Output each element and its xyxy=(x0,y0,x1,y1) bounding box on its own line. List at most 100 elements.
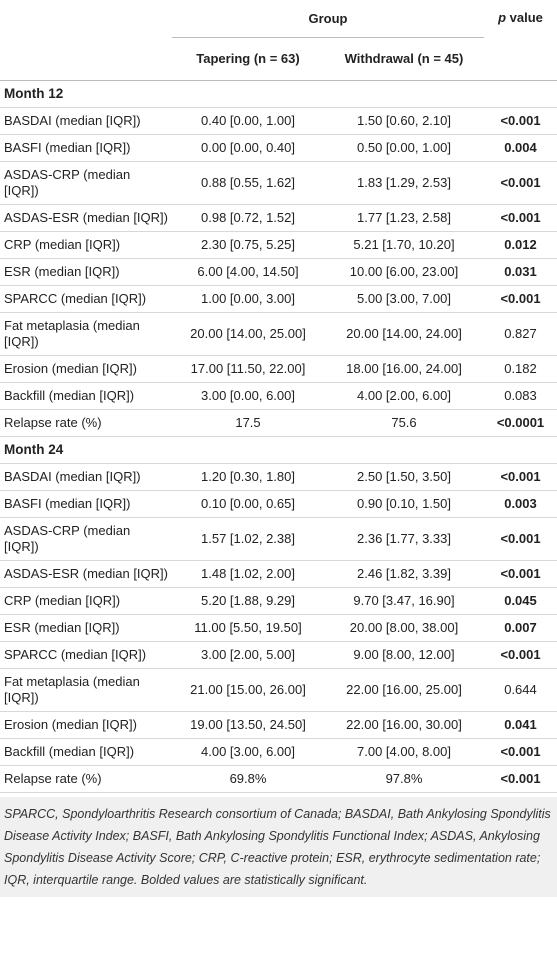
p-value: 0.644 xyxy=(484,668,557,712)
tapering-value: 1.00 [0.00, 3.00] xyxy=(172,285,324,313)
withdrawal-value: 1.50 [0.60, 2.10] xyxy=(324,107,484,135)
data-row: BASFI (median [IQR]) 0.10 [0.00, 0.65] 0.9… xyxy=(0,490,557,518)
row-label: BASFI (median [IQR]) xyxy=(0,134,172,162)
tapering-value: 17.00 [11.50, 22.00] xyxy=(172,355,324,383)
data-row: BASDAI (median [IQR]) 0.40 [0.00, 1.00] 1.… xyxy=(0,107,557,135)
row-label: SPARCC (median [IQR]) xyxy=(0,285,172,313)
p-value: <0.001 xyxy=(484,463,557,491)
row-label: CRP (median [IQR]) xyxy=(0,587,172,615)
tapering-value: 3.00 [0.00, 6.00] xyxy=(172,382,324,410)
withdrawal-value: 0.90 [0.10, 1.50] xyxy=(324,490,484,518)
tapering-value: 0.00 [0.00, 0.40] xyxy=(172,134,324,162)
tapering-value: 21.00 [15.00, 26.00] xyxy=(172,668,324,712)
withdrawal-value: 1.83 [1.29, 2.53] xyxy=(324,161,484,205)
p-value: <0.001 xyxy=(484,560,557,588)
withdrawal-value: 2.46 [1.82, 3.39] xyxy=(324,560,484,588)
withdrawal-value: 9.70 [3.47, 16.90] xyxy=(324,587,484,615)
withdrawal-value: 20.00 [8.00, 38.00] xyxy=(324,614,484,642)
withdrawal-value: 22.00 [16.00, 25.00] xyxy=(324,668,484,712)
withdrawal-value: 1.77 [1.23, 2.58] xyxy=(324,204,484,232)
p-value: <0.001 xyxy=(484,517,557,561)
section-row: Month 12 xyxy=(0,80,557,108)
data-row: Erosion (median [IQR]) 19.00 [13.50, 24.5… xyxy=(0,711,557,739)
section-title: Month 12 xyxy=(0,80,557,108)
p-value: <0.0001 xyxy=(484,409,557,437)
withdrawal-value: 97.8% xyxy=(324,765,484,793)
p-value: 0.012 xyxy=(484,231,557,259)
section-title: Month 24 xyxy=(0,436,557,464)
row-label: Relapse rate (%) xyxy=(0,409,172,437)
data-row: CRP (median [IQR]) 5.20 [1.88, 9.29] 9.70 … xyxy=(0,587,557,615)
data-row: Fat metaplasia (median [IQR]) 20.00 [14.0… xyxy=(0,312,557,356)
data-row: CRP (median [IQR]) 2.30 [0.75, 5.25] 5.21 … xyxy=(0,231,557,259)
data-table: Group p value Tapering (n = 63) Withdraw… xyxy=(0,0,557,793)
header-row: Tapering (n = 63) Withdrawal (n = 45) xyxy=(0,37,557,81)
row-label: ASDAS-ESR (median [IQR]) xyxy=(0,560,172,588)
withdrawal-value: 75.6 xyxy=(324,409,484,437)
data-row: Relapse rate (%) 69.8% 97.8% <0.001 xyxy=(0,765,557,793)
row-label: ESR (median [IQR]) xyxy=(0,258,172,286)
withdrawal-value: 18.00 [16.00, 24.00] xyxy=(324,355,484,383)
p-value: <0.001 xyxy=(484,765,557,793)
data-row: ASDAS-CRP (median [IQR]) 1.57 [1.02, 2.38… xyxy=(0,517,557,561)
tapering-value: 6.00 [4.00, 14.50] xyxy=(172,258,324,286)
row-label: SPARCC (median [IQR]) xyxy=(0,641,172,669)
header-row: Group p value xyxy=(0,0,557,81)
row-label: Fat metaplasia (median [IQR]) xyxy=(0,668,172,712)
withdrawal-value: 2.50 [1.50, 3.50] xyxy=(324,463,484,491)
row-label: BASDAI (median [IQR]) xyxy=(0,107,172,135)
p-header: p value xyxy=(484,0,557,81)
data-row: ASDAS-CRP (median [IQR]) 0.88 [0.55, 1.62… xyxy=(0,161,557,205)
withdrawal-value: 2.36 [1.77, 3.33] xyxy=(324,517,484,561)
data-row: BASFI (median [IQR]) 0.00 [0.00, 0.40] 0.5… xyxy=(0,134,557,162)
row-label: ESR (median [IQR]) xyxy=(0,614,172,642)
data-row: Erosion (median [IQR]) 17.00 [11.50, 22.0… xyxy=(0,355,557,383)
row-label: ASDAS-CRP (median [IQR]) xyxy=(0,161,172,205)
tapering-value: 11.00 [5.50, 19.50] xyxy=(172,614,324,642)
withdrawal-value: 7.00 [4.00, 8.00] xyxy=(324,738,484,766)
data-row: ASDAS-ESR (median [IQR]) 1.48 [1.02, 2.00… xyxy=(0,560,557,588)
empty-header xyxy=(0,0,172,38)
tapering-header: Tapering (n = 63) xyxy=(172,37,324,81)
table-body: Month 12 BASDAI (median [IQR]) 0.40 [0.00,… xyxy=(0,80,557,793)
p-value: <0.001 xyxy=(484,738,557,766)
withdrawal-value: 10.00 [6.00, 23.00] xyxy=(324,258,484,286)
empty-header xyxy=(0,37,172,81)
section-row: Month 24 xyxy=(0,436,557,464)
tapering-value: 1.48 [1.02, 2.00] xyxy=(172,560,324,588)
withdrawal-value: 22.00 [16.00, 30.00] xyxy=(324,711,484,739)
tapering-value: 0.10 [0.00, 0.65] xyxy=(172,490,324,518)
p-value: <0.001 xyxy=(484,161,557,205)
tapering-value: 0.40 [0.00, 1.00] xyxy=(172,107,324,135)
data-row: Relapse rate (%) 17.5 75.6 <0.0001 xyxy=(0,409,557,437)
row-label: Backfill (median [IQR]) xyxy=(0,738,172,766)
withdrawal-value: 5.21 [1.70, 10.20] xyxy=(324,231,484,259)
withdrawal-value: 0.50 [0.00, 1.00] xyxy=(324,134,484,162)
row-label: CRP (median [IQR]) xyxy=(0,231,172,259)
data-row: SPARCC (median [IQR]) 1.00 [0.00, 3.00] 5.… xyxy=(0,285,557,313)
withdrawal-header: Withdrawal (n = 45) xyxy=(324,37,484,81)
p-value: 0.003 xyxy=(484,490,557,518)
tapering-value: 3.00 [2.00, 5.00] xyxy=(172,641,324,669)
row-label: ASDAS-ESR (median [IQR]) xyxy=(0,204,172,232)
row-label: BASFI (median [IQR]) xyxy=(0,490,172,518)
withdrawal-value: 9.00 [8.00, 12.00] xyxy=(324,641,484,669)
tapering-value: 17.5 xyxy=(172,409,324,437)
p-rest: value xyxy=(509,10,543,25)
tapering-value: 19.00 [13.50, 24.50] xyxy=(172,711,324,739)
row-label: BASDAI (median [IQR]) xyxy=(0,463,172,491)
row-label: Erosion (median [IQR]) xyxy=(0,355,172,383)
tapering-value: 2.30 [0.75, 5.25] xyxy=(172,231,324,259)
data-row: ESR (median [IQR]) 11.00 [5.50, 19.50] 20.… xyxy=(0,614,557,642)
p-value: <0.001 xyxy=(484,285,557,313)
withdrawal-value: 20.00 [14.00, 24.00] xyxy=(324,312,484,356)
tapering-value: 20.00 [14.00, 25.00] xyxy=(172,312,324,356)
tapering-value: 1.20 [0.30, 1.80] xyxy=(172,463,324,491)
row-label: Relapse rate (%) xyxy=(0,765,172,793)
p-value: <0.001 xyxy=(484,641,557,669)
p-value: 0.182 xyxy=(484,355,557,383)
row-label: Fat metaplasia (median [IQR]) xyxy=(0,312,172,356)
data-row: ESR (median [IQR]) 6.00 [4.00, 14.50] 10.0… xyxy=(0,258,557,286)
p-value: 0.083 xyxy=(484,382,557,410)
